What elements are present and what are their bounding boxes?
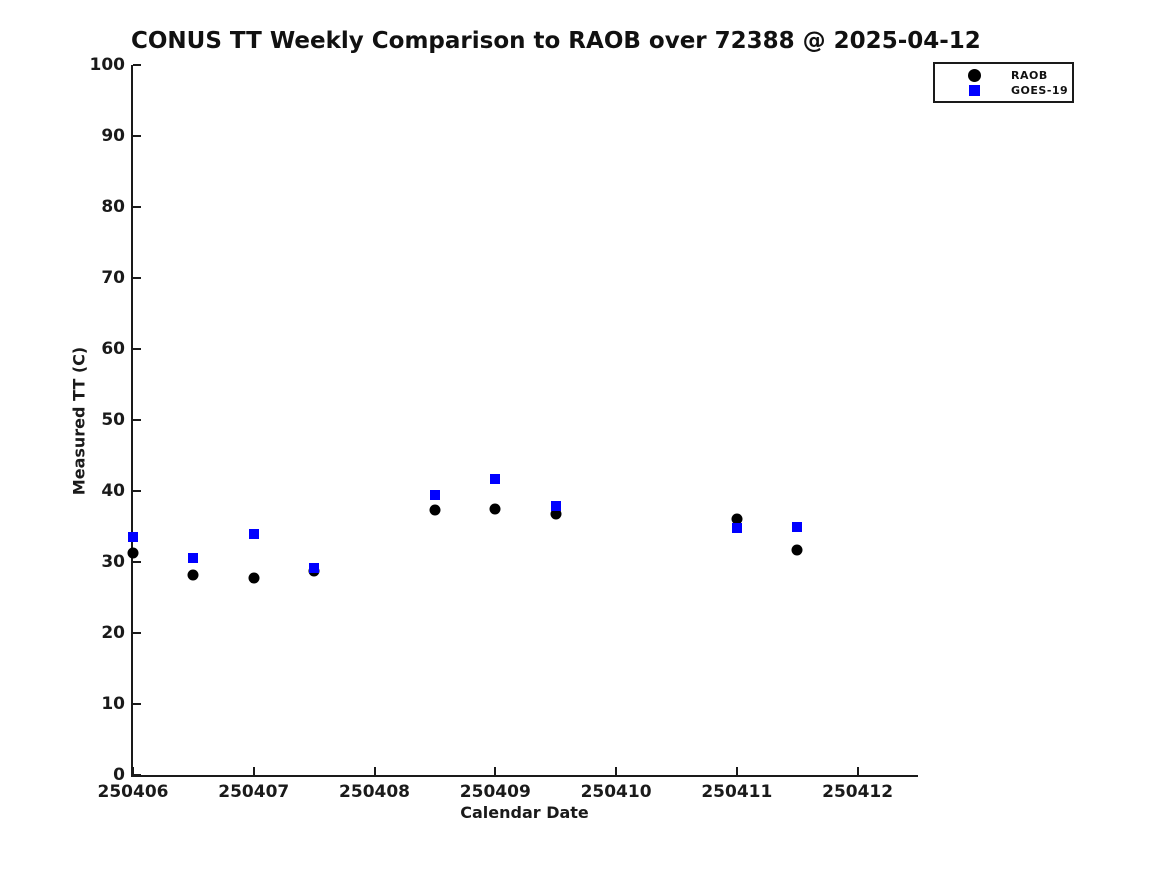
legend-label: GOES-19 — [1011, 83, 1069, 97]
goes-19-data-point — [309, 562, 320, 573]
x-tick-label: 250412 — [822, 782, 894, 802]
x-tick — [494, 767, 497, 775]
x-tick-label: 250409 — [459, 782, 531, 802]
goes-19-data-point — [550, 500, 561, 511]
goes-19-data-point — [490, 473, 501, 484]
raob-data-point — [187, 569, 199, 581]
y-tick-label: 60 — [101, 339, 125, 359]
y-tick — [133, 135, 141, 137]
legend-label: RAOB — [1011, 68, 1048, 82]
goes-19-data-point — [248, 528, 259, 539]
y-tick-label: 90 — [101, 126, 125, 146]
x-tick — [252, 767, 255, 775]
y-tick-label: 50 — [101, 410, 125, 430]
x-tick — [373, 767, 376, 775]
y-tick — [133, 206, 141, 208]
legend-item: RAOB — [935, 68, 1072, 83]
x-tick-label: 250411 — [701, 782, 773, 802]
y-tick-label: 20 — [101, 623, 125, 643]
raob-legend-marker — [967, 68, 981, 82]
x-tick-label: 250410 — [580, 782, 652, 802]
y-tick-label: 0 — [113, 765, 125, 785]
legend: RAOB GOES-19 — [933, 62, 1074, 103]
raob-data-point — [550, 508, 562, 520]
x-tick-label: 250407 — [218, 782, 290, 802]
x-tick — [615, 767, 618, 775]
chart-title: CONUS TT Weekly Comparison to RAOB over … — [131, 28, 981, 54]
y-tick-label: 80 — [101, 197, 125, 217]
y-tick — [133, 64, 141, 66]
y-tick-label: 10 — [101, 694, 125, 714]
y-tick-label: 100 — [89, 55, 126, 75]
x-axis-label: Calendar Date — [460, 803, 589, 822]
y-tick — [133, 774, 141, 776]
y-tick — [133, 561, 141, 563]
y-tick-label: 70 — [101, 268, 125, 288]
raob-data-point — [731, 513, 743, 525]
y-axis-label: Measured TT (C) — [69, 346, 89, 496]
plot-area: 250406 250407 250408 250409 250410 250411 2504… — [90, 55, 918, 802]
raob-data-point — [429, 504, 441, 516]
raob-data-point — [791, 544, 803, 556]
y-tick — [133, 490, 141, 492]
raob-data-point — [127, 547, 139, 559]
goes-19-data-point — [731, 522, 742, 533]
y-tick-label: 40 — [101, 481, 125, 501]
goes-19-data-point — [429, 489, 440, 500]
square-icon — [968, 84, 980, 96]
circle-icon — [967, 68, 981, 82]
y-tick-label: 30 — [101, 552, 125, 572]
y-tick — [133, 277, 141, 279]
legend-item: GOES-19 — [935, 83, 1072, 98]
x-tick — [735, 767, 738, 775]
goes-19-legend-marker — [967, 83, 981, 97]
x-tick — [856, 767, 859, 775]
y-tick — [133, 419, 141, 421]
x-tick-label: 250406 — [97, 782, 169, 802]
raob-data-point — [489, 503, 501, 515]
goes-19-data-point — [792, 521, 803, 532]
goes-19-data-point — [188, 552, 199, 563]
raob-data-point — [248, 572, 260, 584]
y-tick — [133, 348, 141, 350]
y-tick — [133, 632, 141, 634]
y-tick — [133, 703, 141, 705]
goes-19-data-point — [128, 532, 138, 543]
x-tick — [132, 767, 134, 775]
x-tick-label: 250408 — [339, 782, 411, 802]
